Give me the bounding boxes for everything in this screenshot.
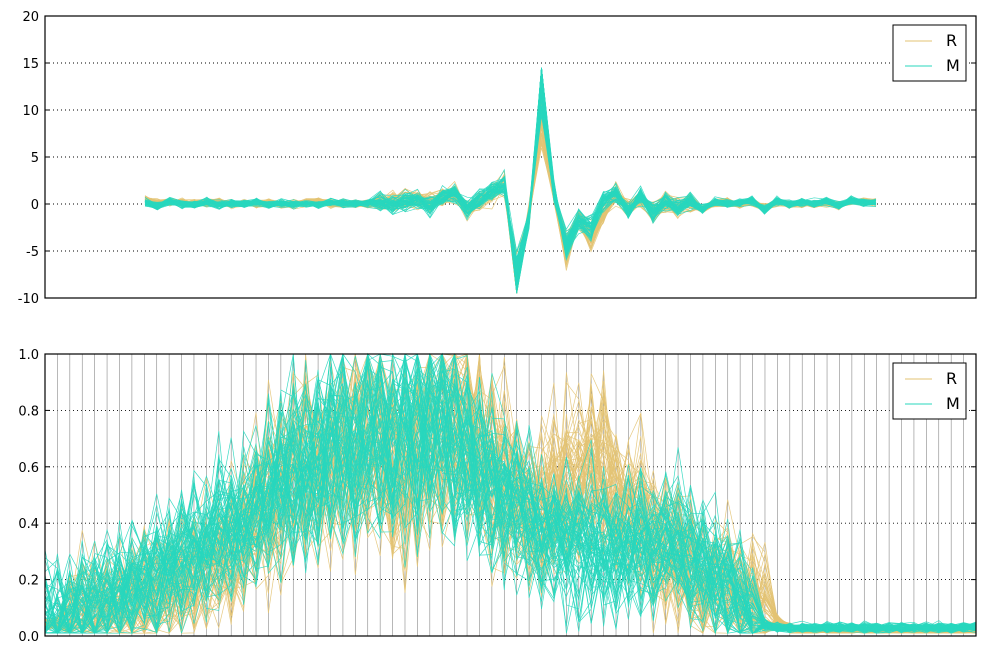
y-tick-label: -10: [18, 292, 39, 307]
series-line-m: [44, 385, 977, 635]
top-y-ticks: -10 -5 0 5 10 15 20: [18, 10, 976, 307]
bottom-subplot: 0.0 0.2 0.4 0.6 0.8 1.0 R M: [18, 348, 977, 645]
y-tick-label: 0.8: [18, 404, 39, 419]
top-plot-background: [45, 16, 976, 298]
y-tick-label: -5: [26, 245, 39, 260]
y-tick-label: 0.2: [18, 574, 39, 589]
series-m: [144, 67, 877, 294]
y-tick-label: 0.0: [18, 630, 39, 645]
bottom-legend: R M: [892, 362, 967, 420]
series-m: [44, 352, 977, 635]
top-subplot: -10 -5 0 5 10 15 20 R M: [18, 10, 977, 307]
y-tick-label: 20: [22, 10, 39, 25]
series-line-m: [44, 382, 977, 634]
top-legend: R M: [892, 24, 967, 82]
series-line-m: [44, 360, 977, 634]
series-line-m: [44, 353, 977, 634]
series-line-m: [45, 353, 977, 634]
y-tick-label: 0.4: [18, 517, 39, 532]
series-line-m: [144, 67, 877, 272]
y-tick-label: 0.6: [18, 461, 39, 476]
bottom-plot-frame: [44, 353, 977, 637]
bottom-y-ticks: 0.0 0.2 0.4 0.6 0.8 1.0: [18, 348, 976, 645]
top-legend-label-r: R: [946, 31, 957, 50]
y-tick-label: 10: [22, 104, 39, 119]
bottom-legend-box: [892, 362, 967, 420]
bottom-legend-label-r: R: [946, 369, 957, 388]
series-line-m: [44, 356, 977, 635]
y-tick-label: 5: [31, 151, 39, 166]
bottom-legend-label-m: M: [946, 394, 960, 413]
top-series-lines: [144, 67, 877, 294]
top-legend-box: [892, 24, 967, 82]
series-line-m: [144, 81, 877, 280]
y-tick-label: 15: [22, 57, 39, 72]
y-tick-label: 0: [31, 198, 39, 213]
bottom-series-lines: [44, 352, 977, 635]
y-tick-label: 1.0: [18, 348, 39, 363]
top-legend-label-m: M: [946, 56, 960, 75]
series-line-m: [45, 353, 977, 635]
